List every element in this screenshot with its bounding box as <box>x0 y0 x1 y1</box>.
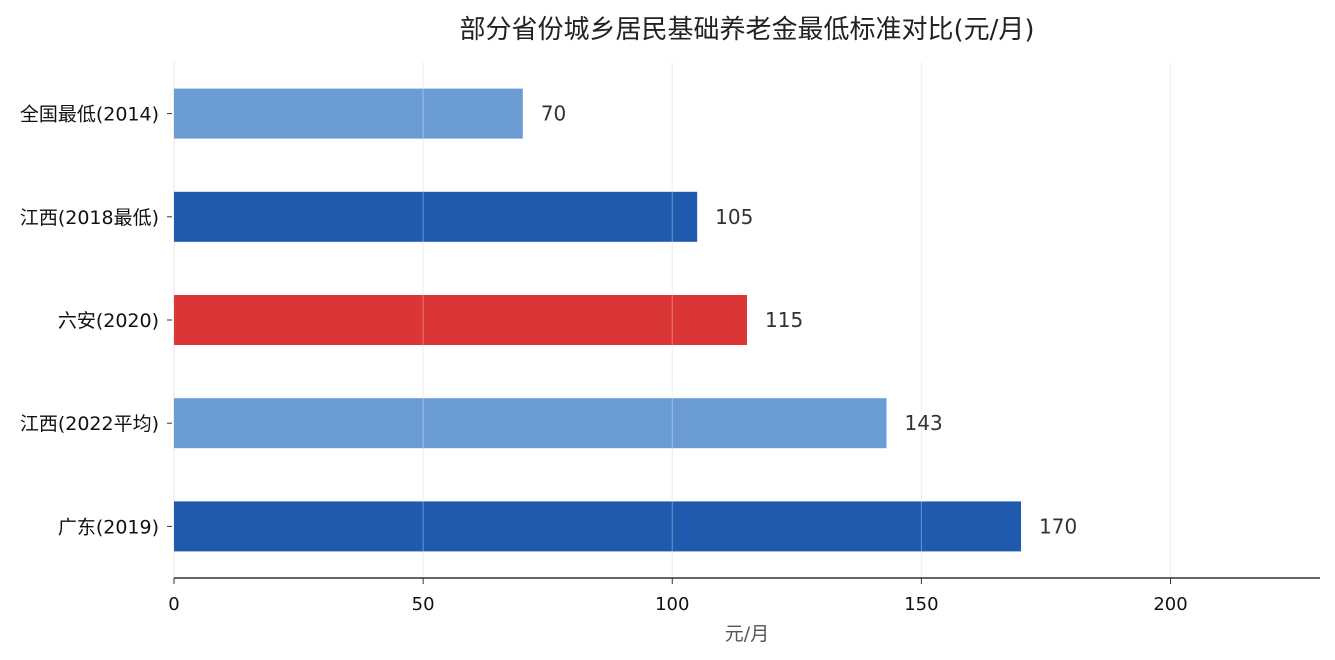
category-label: 全国最低(2014) <box>20 104 159 126</box>
bar <box>174 501 1022 552</box>
value-label: 143 <box>905 411 943 435</box>
category-label: 广东(2019) <box>58 516 159 538</box>
value-label: 70 <box>541 102 566 126</box>
grid-overlay <box>422 62 1172 578</box>
x-tick-label: 50 <box>412 594 435 615</box>
x-axis-label: 元/月 <box>725 623 769 645</box>
x-tick-label: 0 <box>168 594 179 615</box>
x-tick-label: 200 <box>1153 594 1187 615</box>
bar <box>174 191 698 242</box>
category-label: 六安(2020) <box>58 310 159 332</box>
value-label: 170 <box>1039 514 1077 538</box>
bars <box>174 88 1022 552</box>
bar <box>174 398 887 449</box>
category-label: 江西(2022平均) <box>20 413 159 435</box>
bar <box>174 88 523 139</box>
x-axis: 0 50 100 150 200 <box>168 577 1320 615</box>
y-axis: 全国最低(2014) 江西(2018最低) 六安(2020) 江西(2022平均) 广东… <box>20 104 172 538</box>
x-tick-label: 150 <box>904 594 938 615</box>
value-label: 115 <box>765 308 803 332</box>
value-label: 105 <box>715 205 753 229</box>
category-label: 江西(2018最低) <box>20 207 159 229</box>
chart-title: 部分省份城乡居民基础养老金最低标准对比(元/月) <box>459 15 1034 45</box>
value-labels: 70 105 115 143 170 <box>541 102 1077 539</box>
x-tick-label: 100 <box>655 594 689 615</box>
bar <box>174 295 747 345</box>
